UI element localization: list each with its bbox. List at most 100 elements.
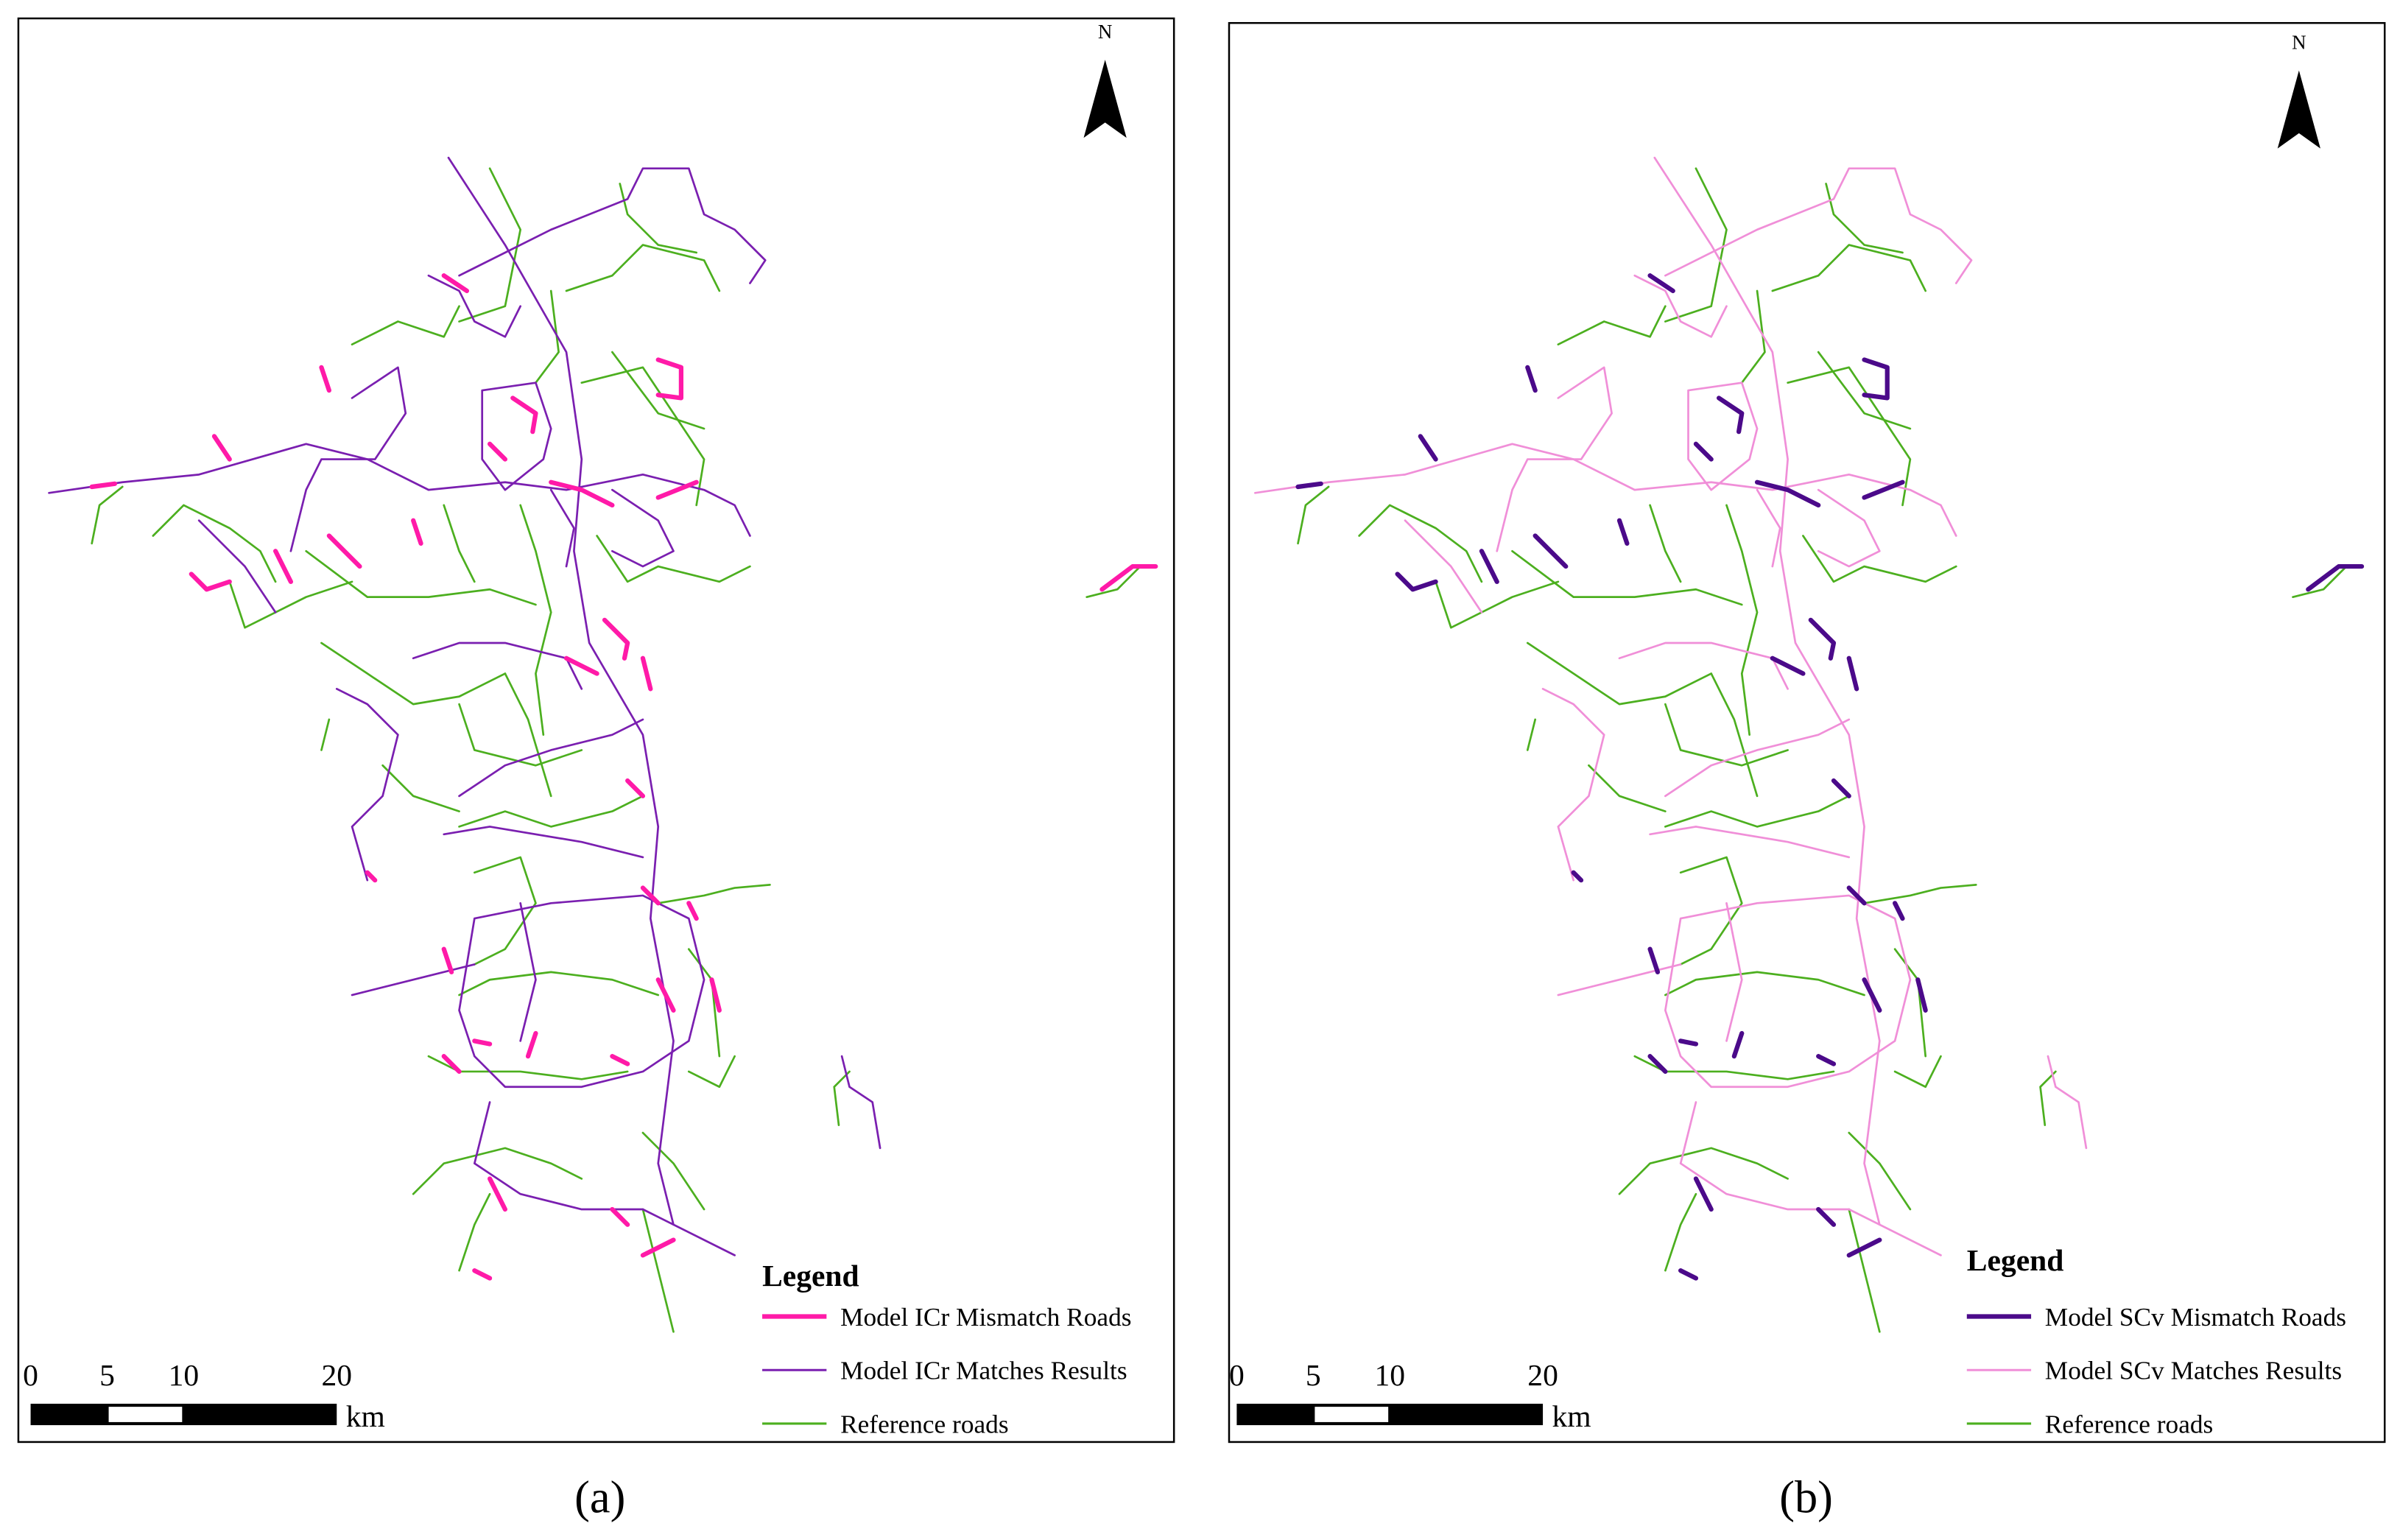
legend-label: Model SCv Mismatch Roads xyxy=(2045,1303,2346,1332)
road xyxy=(443,826,644,859)
road xyxy=(602,617,630,661)
road xyxy=(1893,1055,1942,1089)
road xyxy=(833,1070,851,1127)
road xyxy=(1808,617,1837,661)
road xyxy=(619,183,698,254)
road xyxy=(686,901,699,921)
road xyxy=(1816,1054,1837,1066)
scale-unit: km xyxy=(1552,1399,1591,1433)
road xyxy=(504,672,552,798)
road xyxy=(1771,244,1927,292)
north-label: N xyxy=(1098,21,1113,43)
legend-label: Model ICr Matches Results xyxy=(840,1357,1127,1385)
road xyxy=(1678,1268,1699,1281)
road xyxy=(2292,565,2348,598)
road xyxy=(641,1208,675,1333)
road xyxy=(381,764,460,812)
road xyxy=(2047,1055,2088,1150)
road xyxy=(472,1038,493,1047)
road xyxy=(1647,946,1661,974)
legend-label: Reference roads xyxy=(840,1410,1009,1438)
road xyxy=(1862,357,1890,401)
road xyxy=(1526,641,1713,706)
road xyxy=(1664,971,1865,996)
road xyxy=(1678,1038,1699,1047)
north-arrow xyxy=(1083,60,1127,138)
road xyxy=(1557,305,1667,346)
legend-title: Legend xyxy=(762,1259,859,1293)
road xyxy=(1616,518,1630,546)
road xyxy=(519,504,552,736)
panel-frame xyxy=(17,17,1175,1444)
road xyxy=(1770,655,1806,676)
road xyxy=(473,856,537,966)
road xyxy=(1532,533,1569,569)
road xyxy=(1710,672,1759,798)
road xyxy=(1693,441,1714,462)
road xyxy=(2039,1070,2057,1127)
road xyxy=(1358,504,1483,583)
road xyxy=(1679,856,1743,966)
panel-caption: (a) xyxy=(574,1472,625,1523)
scale-tick-label: 10 xyxy=(169,1358,200,1392)
road xyxy=(1862,479,1905,500)
road xyxy=(596,535,751,583)
road xyxy=(1687,382,1759,491)
road xyxy=(611,351,705,430)
road xyxy=(1756,488,1781,568)
road xyxy=(563,655,599,676)
scale-unit: km xyxy=(346,1399,385,1433)
legend-label: Model ICr Mismatch Roads xyxy=(840,1303,1131,1332)
map-panel: N Legend Model SCv Mismatch Roads Model SCv… xyxy=(1228,21,2386,1523)
road xyxy=(458,718,644,798)
road xyxy=(535,289,560,384)
road xyxy=(1817,351,1912,430)
road xyxy=(625,778,646,798)
road xyxy=(611,488,675,568)
road xyxy=(412,1147,583,1195)
road xyxy=(1571,870,1584,883)
road xyxy=(351,963,476,996)
road xyxy=(1693,1176,1714,1212)
road xyxy=(610,1054,630,1066)
road xyxy=(655,357,684,401)
scale-tick-label: 10 xyxy=(1374,1358,1405,1392)
road xyxy=(458,167,522,323)
road xyxy=(640,885,661,906)
road xyxy=(549,488,575,568)
north-label: N xyxy=(2292,32,2306,54)
road xyxy=(1664,703,1789,767)
road xyxy=(1679,1101,1942,1256)
road xyxy=(320,718,331,751)
road xyxy=(1731,1030,1745,1059)
road xyxy=(458,167,767,284)
road xyxy=(487,441,508,462)
road xyxy=(1557,963,1682,996)
road xyxy=(1915,977,1928,1013)
road xyxy=(1725,504,1759,736)
road xyxy=(335,687,399,882)
scale-bar-frame xyxy=(1236,1403,1544,1426)
road xyxy=(1295,481,1323,490)
road xyxy=(427,1055,629,1080)
legend-label: Reference roads xyxy=(2045,1410,2214,1438)
road xyxy=(840,1055,881,1150)
road xyxy=(481,382,552,491)
road xyxy=(1825,183,1904,254)
road xyxy=(472,1268,493,1281)
road xyxy=(641,1131,705,1211)
road xyxy=(1647,273,1675,294)
road xyxy=(228,580,353,629)
legend-label: Model SCv Matches Results xyxy=(2045,1357,2342,1385)
road xyxy=(447,156,675,1226)
road xyxy=(289,366,407,552)
road xyxy=(473,1101,736,1256)
road xyxy=(1716,395,1745,435)
road xyxy=(441,273,470,294)
scale-tick-label: 0 xyxy=(1229,1358,1245,1392)
road xyxy=(510,395,538,435)
road xyxy=(152,504,277,583)
road xyxy=(2306,563,2365,592)
road xyxy=(1588,764,1667,812)
